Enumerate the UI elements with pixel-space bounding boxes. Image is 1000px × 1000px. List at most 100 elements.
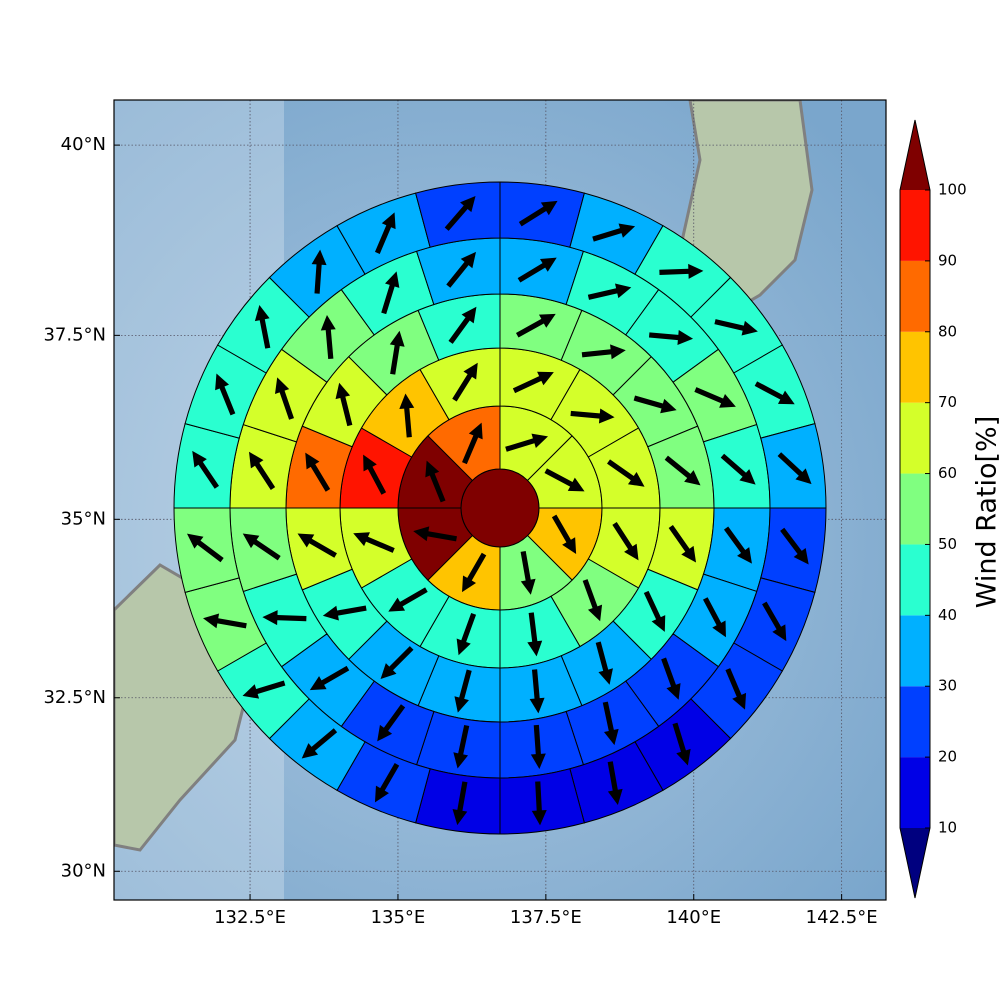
colorbar-tick-label: 40 (938, 606, 957, 624)
colorbar-segment (900, 757, 930, 828)
wind-arrow (664, 455, 701, 486)
wind-arrow (301, 728, 338, 759)
wind-arrow (702, 597, 726, 638)
wind-arrow (723, 526, 752, 564)
wind-arrow (242, 680, 286, 699)
wind-arrow (643, 590, 666, 632)
colorbar-segment (900, 686, 930, 758)
plot-frame (113, 99, 887, 901)
wind-arrow (551, 514, 577, 555)
wind-arrow (248, 451, 276, 491)
cell (173, 423, 240, 509)
cell (499, 181, 585, 248)
wind-arrow (725, 668, 747, 710)
wind-arrow (452, 781, 468, 826)
wind-arrow (612, 522, 639, 561)
wind-arrow (661, 657, 681, 700)
x-tick-label: 135°E (371, 907, 426, 928)
wind-arrow (320, 314, 336, 360)
wind-arrow (780, 527, 809, 565)
wind-arrow (607, 761, 623, 805)
wind-arrow (517, 257, 557, 283)
colorbar-segment (900, 402, 930, 474)
colorbar-tick-label: 20 (938, 748, 957, 766)
colorbar-tick-label: 60 (938, 464, 957, 482)
wind-arrow (377, 704, 406, 742)
colorbar-tick-label: 10 (938, 819, 957, 837)
wind-arrow (515, 313, 556, 338)
wind-arrow (186, 533, 224, 563)
wind-arrow (380, 646, 414, 680)
axes: 132.5°E 135°E 137.5°E 140°E 142.5°E 30°N 32.5°… (43, 134, 877, 928)
wind-arrow (462, 552, 487, 593)
wind-arrow (254, 304, 271, 349)
x-tick-label: 137.5°E (510, 907, 582, 928)
wind-arrow (544, 468, 585, 492)
wind-arrow (595, 641, 613, 685)
wind-arrow (754, 381, 795, 405)
wind-arrow (714, 319, 758, 336)
x-tick-label: 140°E (666, 907, 721, 928)
wind-arrow (518, 200, 558, 227)
arrows (186, 195, 812, 826)
colorbar-segment (900, 473, 930, 545)
cells (173, 181, 827, 835)
wind-arrow (762, 601, 787, 642)
wind-arrow (505, 433, 549, 452)
wind-arrow (399, 393, 415, 438)
wind-arrow (322, 605, 367, 621)
cell (760, 507, 827, 593)
colorbar-over (900, 120, 930, 190)
wind-arrow (446, 251, 476, 288)
colorbar-segment (900, 544, 930, 616)
colorbar-tick-label: 30 (938, 677, 957, 695)
wind-arrow (602, 701, 619, 746)
wind-arrow (374, 762, 400, 803)
colorbar-segment (900, 331, 930, 403)
wind-arrow (311, 249, 327, 294)
wind-arrow (530, 724, 546, 769)
wind-arrow (582, 579, 603, 622)
colorbar-tick-label: 80 (938, 322, 957, 340)
wind-arrow (203, 613, 247, 629)
colorbar-segment (900, 260, 930, 332)
colorbar-label: Wind Ratio[%] (972, 416, 1000, 608)
wind-arrow (720, 453, 756, 485)
wind-arrow (668, 524, 697, 563)
wind-arrow (444, 195, 476, 231)
wind-arrow (581, 344, 626, 360)
wind-arrow (363, 454, 387, 495)
wind-arrow (462, 422, 483, 465)
wind-arrow (388, 587, 428, 612)
wind-arrow (592, 223, 636, 242)
wind-arrow (413, 526, 457, 542)
wind-arrow (297, 533, 337, 558)
wind-arrow (456, 612, 477, 656)
colorbar-under (900, 828, 930, 898)
wind-arrow (262, 610, 307, 626)
wind-arrow (454, 669, 472, 713)
wind-arrow (309, 665, 350, 691)
wind-arrow (777, 452, 812, 485)
y-tick-label: 30°N (61, 860, 106, 881)
colorbar-tick-label: 50 (938, 535, 957, 553)
wind-arrow (694, 387, 736, 408)
wind-arrow (527, 612, 543, 657)
y-tick-label: 37.5°N (43, 324, 106, 345)
y-tick-label: 40°N (61, 134, 106, 155)
colorbar-tick-label: 100 (938, 181, 967, 199)
wind-arrow (448, 306, 477, 344)
wind-arrow (335, 382, 353, 427)
wind-arrow (570, 408, 615, 424)
colorbar-tick-label: 70 (938, 393, 957, 411)
wind-arrow (607, 459, 645, 487)
x-tick-label: 142.5°E (806, 907, 878, 928)
wind-arrow (672, 722, 691, 766)
wind-arrow (452, 362, 478, 402)
wind-arrow (242, 533, 281, 561)
wind-arrow (520, 551, 536, 595)
colorbar: 10 20 30 40 50 60 70 80 90 100 (899, 119, 967, 899)
x-tick-label: 132.5°E (214, 907, 286, 928)
cell (499, 768, 585, 835)
